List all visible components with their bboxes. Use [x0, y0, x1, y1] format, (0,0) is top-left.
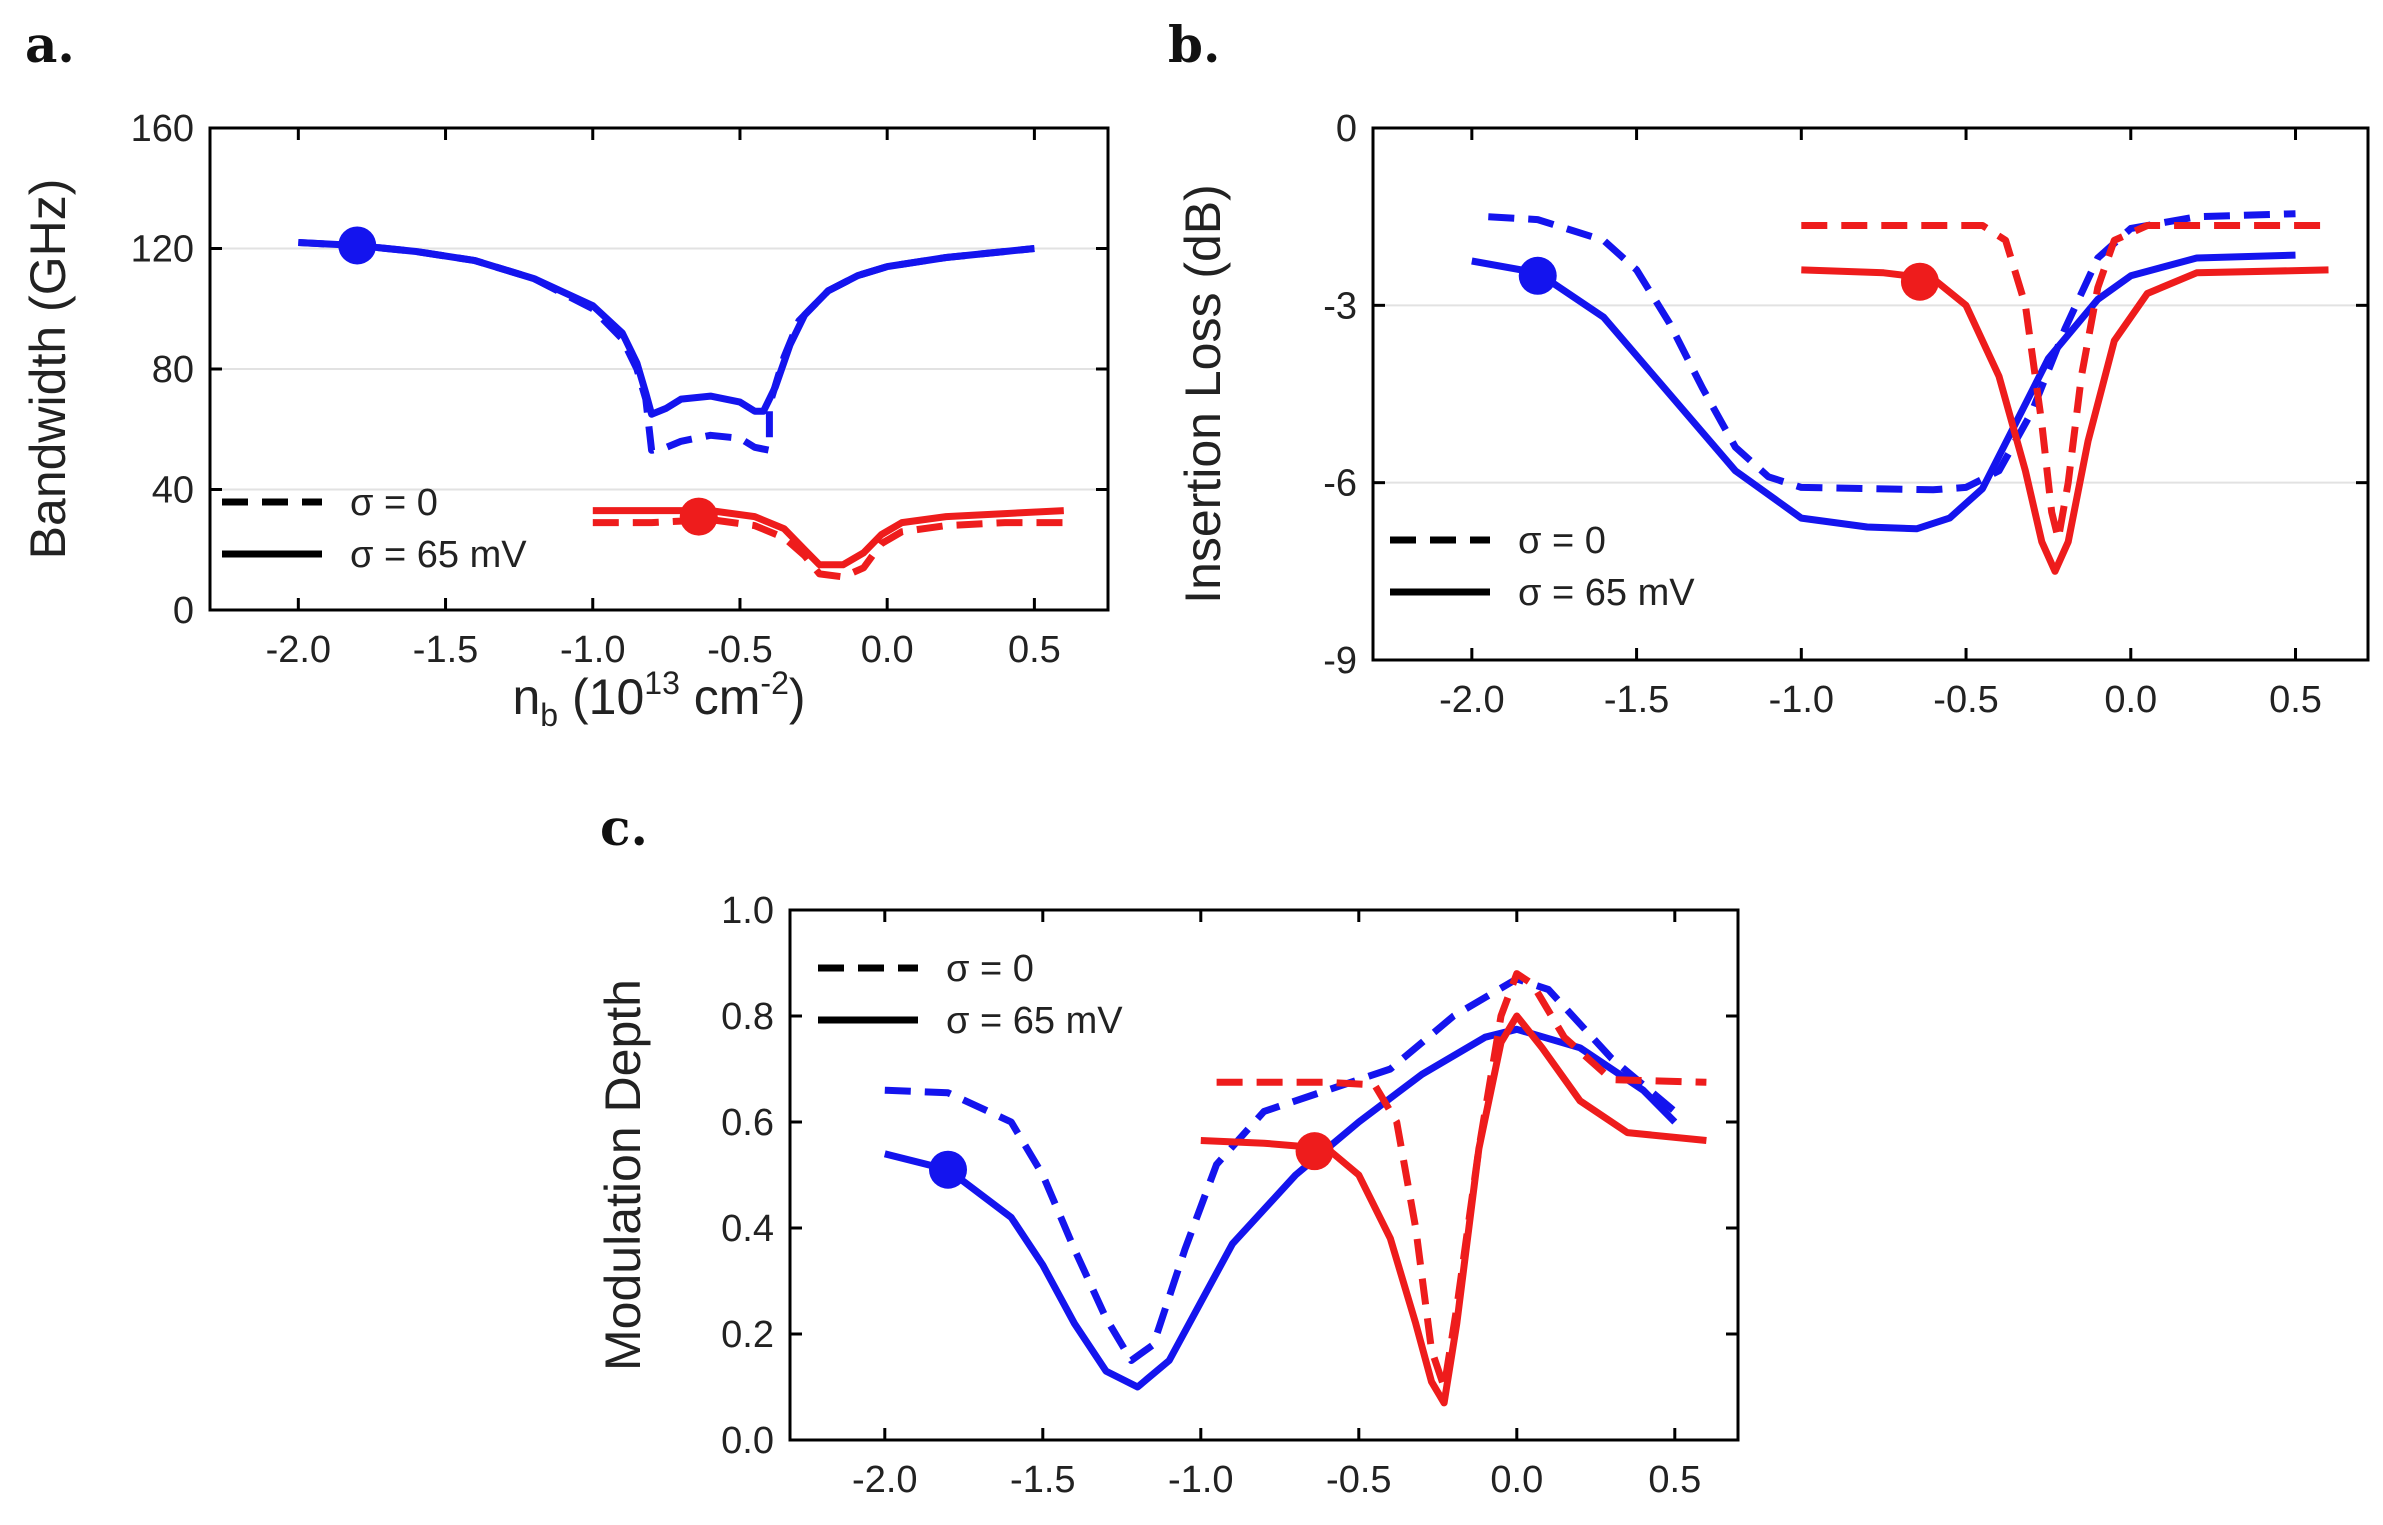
plot-frame: [788, 908, 1740, 1442]
y-tick-label: -6: [1323, 463, 1357, 505]
y-axis-title: Bandwidth (GHz): [20, 179, 76, 560]
legend-label: σ = 0: [1518, 520, 1606, 562]
x-tick-label: -2.0: [266, 629, 331, 671]
x-tick-label: -1.0: [560, 629, 625, 671]
legend-label: σ = 0: [946, 948, 1034, 990]
y-tick-label: 0.2: [721, 1314, 774, 1356]
marker-dot-red: [679, 497, 718, 536]
y-tick-label: -9: [1323, 640, 1357, 682]
y-tick-label: 1.0: [721, 890, 774, 932]
y-tick-label: 40: [152, 470, 194, 512]
marker-dot-red: [1295, 1132, 1334, 1171]
x-axis-title-part: (10: [558, 669, 644, 725]
y-tick-label: 0.6: [721, 1102, 774, 1144]
x-tick-label: 0.0: [2104, 679, 2157, 721]
y-tick-label: 80: [152, 349, 194, 391]
series-line-blue-dashed: [1488, 210, 2296, 494]
x-tick-label: 0.5: [1648, 1459, 1701, 1501]
y-tick-label: 0.8: [721, 996, 774, 1038]
x-tick-label: -0.5: [707, 629, 772, 671]
y-tick-label: 160: [131, 108, 194, 150]
x-tick-label: 0.5: [2269, 679, 2322, 721]
x-axis-title: nb (1013 cm-2): [512, 665, 805, 733]
x-tick-label: -0.5: [1933, 679, 1998, 721]
marker-dot-red: [1900, 262, 1939, 301]
y-tick-label: 0.4: [721, 1208, 774, 1250]
x-axis-title-part: n: [512, 669, 540, 725]
plot-frame: [1371, 126, 2370, 662]
panel-c-label: c.: [600, 798, 648, 857]
x-tick-label: -2.0: [1439, 679, 1504, 721]
y-axis-title: Insertion Loss (dB): [1175, 184, 1231, 604]
y-tick-label: 0: [1336, 108, 1357, 150]
x-tick-label: -1.0: [1769, 679, 1834, 721]
y-tick-label: -3: [1323, 285, 1357, 327]
x-axis-title-part: -2: [760, 665, 788, 701]
series-line-red-dashed: [1801, 222, 2329, 543]
y-tick-label: 0: [173, 590, 194, 632]
series-line-blue-solid: [1471, 251, 2296, 533]
legend-label: σ = 65 mV: [1518, 572, 1695, 614]
series-line-blue-dashed: [298, 239, 1035, 454]
marker-dot-blue: [1518, 256, 1557, 295]
x-tick-label: -1.5: [1604, 679, 1669, 721]
marker-dot-blue: [338, 226, 377, 265]
chart-c-modulation-depth: -2.0 -1.5 -1.0 -0.5 0.0 0.5 0.0 0.2 0.4 0.6 0.8 1.0…: [595, 890, 1740, 1501]
legend-label: σ = 0: [350, 482, 438, 524]
panel-b-label: b.: [1168, 15, 1220, 74]
x-axis-title-part: ): [789, 669, 806, 725]
y-tick-label: 0.0: [721, 1420, 774, 1462]
marker-dot-blue: [929, 1150, 967, 1189]
x-tick-label: 0.0: [861, 629, 914, 671]
x-tick-label: -1.0: [1168, 1459, 1233, 1501]
series-line-red-solid: [1200, 1012, 1707, 1407]
x-tick-label: -0.5: [1326, 1459, 1391, 1501]
chart-a-bandwidth: -2.0 -1.5 -1.0 -0.5 0.0 0.5 0 40 80 120 160 σ = 0 σ …: [20, 108, 1110, 733]
panel-a-label: a.: [25, 15, 75, 74]
series-line-red-dashed: [1216, 970, 1707, 1391]
series-line-red-dashed: [592, 516, 1064, 581]
y-axis-title: Modulation Depth: [595, 979, 651, 1371]
x-tick-label: 0.5: [1008, 629, 1061, 671]
series-line-blue-solid: [298, 239, 1035, 418]
series-line-red-solid: [592, 507, 1064, 569]
x-axis-title-part: 13: [644, 665, 680, 701]
x-tick-label: 0.0: [1490, 1459, 1543, 1501]
x-tick-label: -1.5: [413, 629, 478, 671]
legend-label: σ = 65 mV: [946, 1000, 1123, 1042]
x-axis-title-part: b: [540, 697, 558, 733]
x-axis-title-part: cm: [680, 669, 761, 725]
chart-b-insertion-loss: -2.0 -1.5 -1.0 -0.5 0.0 0.5 -9 -6 -3 0 σ = 0 σ = 65…: [1175, 108, 2370, 721]
y-tick-label: 120: [131, 229, 194, 271]
x-tick-label: -1.5: [1010, 1459, 1075, 1501]
legend-label: σ = 65 mV: [350, 534, 527, 576]
x-tick-label: -2.0: [852, 1459, 917, 1501]
